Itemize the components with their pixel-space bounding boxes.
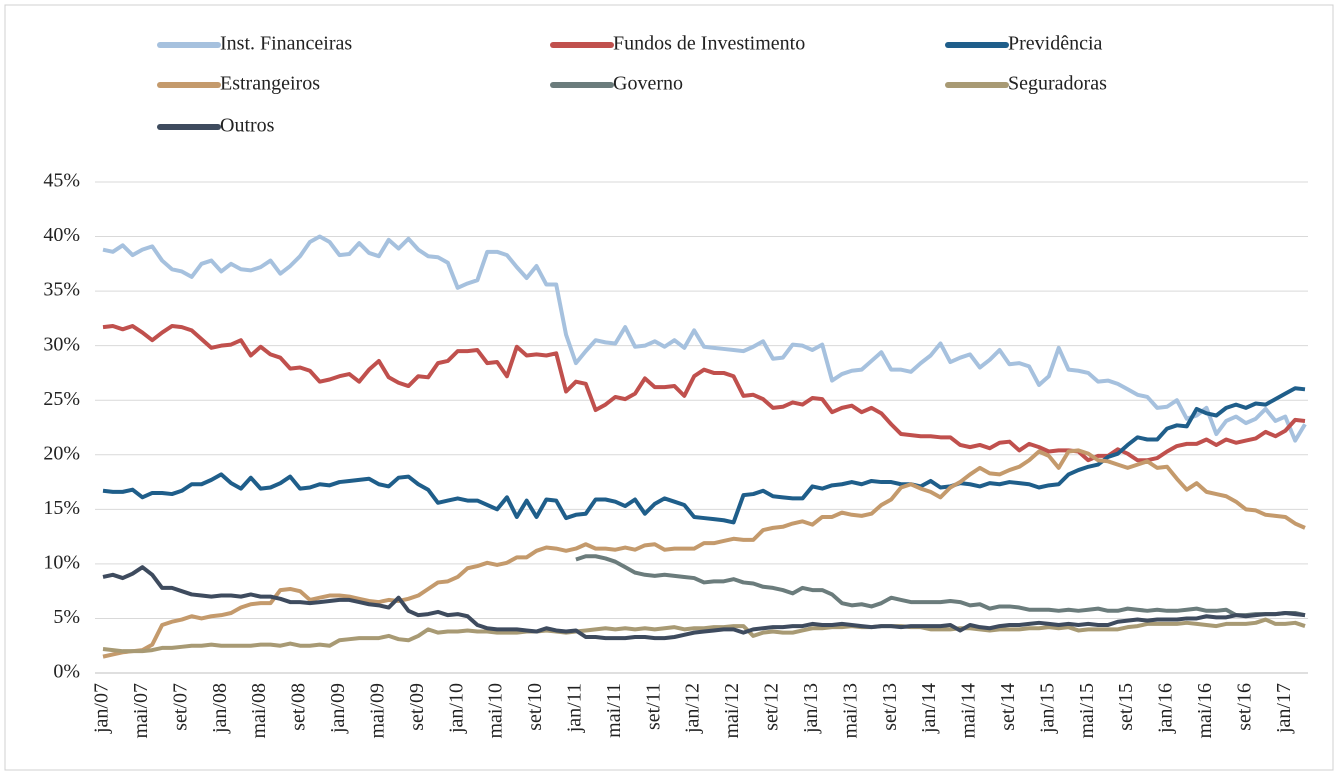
x-tick-label: set/11 [642,683,664,730]
x-tick-label: jan/11 [564,683,586,733]
x-tick-label: set/10 [524,683,546,731]
x-tick-label: jan/08 [209,683,231,734]
legend-label: Previdência [1008,33,1103,55]
series-line [102,448,1306,659]
x-tick-label: mai/12 [721,683,743,739]
legend-label: Inst. Financeiras [220,33,352,55]
series-line [575,554,1306,618]
x-tick-label: mai/08 [248,683,270,739]
x-tick-label: set/15 [1115,683,1137,731]
x-tick-label: mai/15 [1076,683,1098,739]
x-tick-label: set/16 [1233,683,1255,731]
y-tick-label: 35% [43,279,80,301]
x-tick-label: mai/10 [485,683,507,739]
y-tick-label: 0% [53,661,80,683]
y-tick-label: 15% [43,497,80,519]
x-tick-label: jan/13 [800,683,822,734]
series-line [102,617,1306,654]
x-tick-label: set/08 [288,683,310,731]
x-tick-label: jan/17 [1273,683,1295,734]
x-tick-label: mai/16 [1194,683,1216,739]
y-tick-label: 25% [43,388,80,410]
legend-label: Governo [613,73,683,95]
legend-label: Seguradoras [1008,73,1107,95]
x-tick-label: jan/09 [327,683,349,734]
x-tick-label: mai/11 [603,683,625,738]
y-tick-label: 45% [43,170,80,192]
x-tick-label: set/12 [761,683,783,731]
y-tick-label: 40% [43,224,80,246]
x-tick-label: set/09 [406,683,428,731]
x-tick-label: jan/12 [682,683,704,734]
x-tick-label: jan/14 [918,683,940,734]
y-tick-label: 10% [43,551,80,573]
series-line [102,565,1306,641]
x-tick-label: mai/07 [130,683,152,739]
x-tick-label: jan/15 [1036,683,1058,734]
y-tick-label: 30% [43,333,80,355]
x-tick-label: jan/07 [91,683,113,734]
x-tick-label: set/14 [997,683,1019,731]
series-line [102,234,1307,443]
x-tick-label: set/13 [879,683,901,731]
legend-label: Outros [220,115,275,137]
x-tick-label: mai/09 [366,683,388,739]
legend-label: Fundos de Investimento [613,33,805,55]
series-line [102,324,1306,463]
x-tick-label: mai/14 [958,683,980,739]
y-tick-label: 5% [53,606,80,628]
x-tick-label: set/07 [169,683,191,731]
legend-label: Estrangeiros [220,73,320,95]
x-tick-label: jan/16 [1155,683,1177,734]
y-tick-label: 20% [43,442,80,464]
x-tick-label: mai/13 [839,683,861,739]
x-tick-label: jan/10 [445,683,467,734]
